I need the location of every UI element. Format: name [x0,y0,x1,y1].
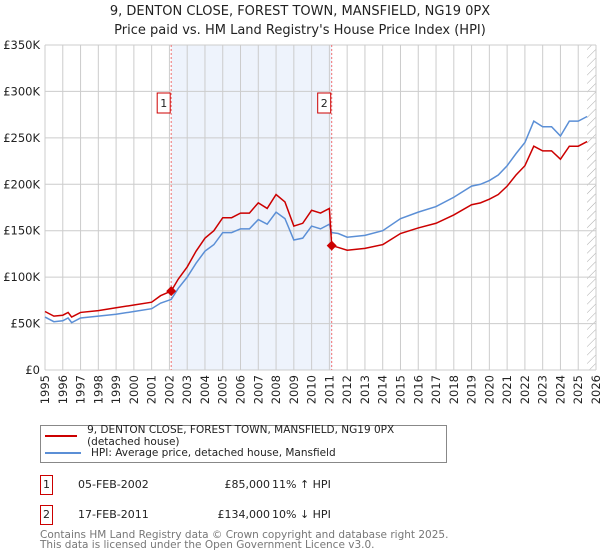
sale-marker: 2 [40,505,53,525]
sale-marker-label: 1 [160,97,167,110]
x-tick-label: 2025 [571,375,585,404]
legend-item-property: 9, DENTON CLOSE, FOREST TOWN, MANSFIELD,… [45,424,446,448]
series-line [44,115,588,324]
x-tick-label: 2005 [216,375,230,404]
x-tick-label: 2001 [145,375,159,404]
x-tick-label: 2011 [322,375,336,404]
x-tick-label: 2022 [518,375,532,404]
x-tick-label: 1999 [109,375,123,404]
sale-marker-box [317,92,332,114]
sale-marker-label: 2 [321,97,328,110]
x-tick-label: 2000 [127,375,141,404]
x-tick-label: 2003 [180,375,194,404]
legend: 9, DENTON CLOSE, FOREST TOWN, MANSFIELD,… [40,424,447,463]
x-tick-label: 2008 [269,375,283,404]
footer: Contains HM Land Registry data © Crown c… [40,529,449,551]
footer-line: Contains HM Land Registry data © Crown c… [40,529,449,541]
y-tick-label: £350K [3,38,40,52]
sale-date: 05-FEB-2002 [78,478,149,491]
x-tick-label: 2018 [447,375,461,404]
sale-point [166,286,177,297]
sale-price: £85,000 [224,478,271,491]
sale-marker: 1 [40,475,53,495]
x-tick-label: 2009 [287,375,301,404]
x-tick-label: 2024 [553,375,567,404]
sale-date: 17-FEB-2011 [78,508,149,521]
footer-line: This data is licensed under the Open Gov… [40,539,375,551]
x-tick-label: 2010 [305,375,319,404]
legend-label: HPI: Average price, detached house, Mans… [91,447,336,459]
x-tick-label: 1998 [91,375,105,404]
x-tick-label: 2016 [411,375,425,404]
x-tick-label: 1995 [38,375,52,404]
sale-marker-box [156,92,171,114]
sale-hpi-diff: 10% ↓ HPI [272,508,331,521]
y-tick-label: £0 [25,363,40,377]
x-tick-label: 2015 [393,375,407,404]
x-tick-label: 2007 [251,375,265,404]
forecast-hatch [587,45,596,370]
sale-point [326,240,337,251]
y-tick-label: £100K [3,270,40,284]
title-line: 9, DENTON CLOSE, FOREST TOWN, MANSFIELD,… [109,4,491,19]
y-tick-label: £50K [11,317,41,331]
x-tick-label: 2013 [358,375,372,404]
sale-price: £134,000 [217,508,271,521]
x-tick-label: 1997 [74,375,88,404]
x-tick-label: 2006 [234,375,248,404]
legend-swatch [45,435,78,437]
x-tick-label: 2012 [340,375,354,404]
y-tick-label: £300K [3,84,40,98]
legend-label: 9, DENTON CLOSE, FOREST TOWN, MANSFIELD,… [87,424,395,448]
x-tick-label: 2020 [482,375,496,404]
x-tick-label: 2026 [589,375,600,404]
chart-title: 9, DENTON CLOSE, FOREST TOWN, MANSFIELD,… [0,2,600,40]
legend-item-hpi: HPI: Average price, detached house, Mans… [45,445,336,461]
y-tick-label: £200K [3,177,40,191]
x-tick-label: 2014 [376,375,390,404]
x-tick-label: 2021 [500,375,514,404]
series-line [44,140,588,319]
subtitle-line: Price paid vs. HM Land Registry's House … [114,23,486,38]
x-tick-label: 2023 [536,375,550,404]
y-tick-label: £150K [3,224,40,238]
sale-hpi-diff: 11% ↑ HPI [272,478,331,491]
price-chart: 1995 1996 1997 1998 1999 2000 2001 2002 2003 2004… [3,38,600,404]
legend-swatch [45,452,81,454]
x-tick-label: 2019 [465,375,479,404]
x-tick-label: 2004 [198,375,212,404]
x-tick-label: 1996 [56,375,70,404]
sale-period-shading [171,45,332,370]
x-tick-label: 2002 [162,375,176,404]
x-tick-label: 2017 [429,375,443,404]
y-tick-label: £250K [3,131,40,145]
